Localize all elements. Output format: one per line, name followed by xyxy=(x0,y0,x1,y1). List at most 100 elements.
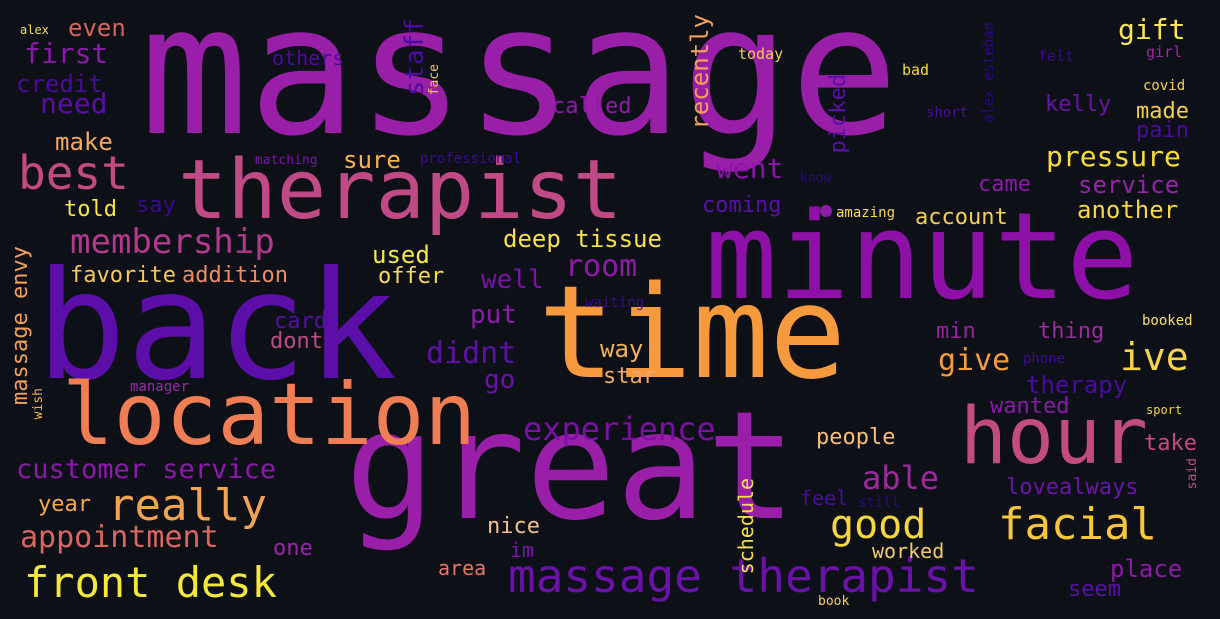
word-way: way xyxy=(600,335,644,363)
word-front-desk: front desk xyxy=(24,558,277,607)
word-massage-therapist: massage therapist xyxy=(508,549,979,603)
word-still: still xyxy=(858,495,901,511)
word-offer: offer xyxy=(378,264,445,289)
word-covid: covid xyxy=(1143,78,1186,94)
word-came: came xyxy=(978,172,1031,197)
word-sure: sure xyxy=(343,146,401,174)
word-place: place xyxy=(1110,555,1183,583)
dot-mark xyxy=(820,205,832,217)
word-felt: felt xyxy=(1038,47,1075,65)
word-deep-tissue: deep tissue xyxy=(503,225,662,253)
word-others: others xyxy=(272,46,345,70)
word-service: service xyxy=(1078,171,1180,199)
word-membership: membership xyxy=(70,222,275,262)
word-booked: booked xyxy=(1142,313,1193,329)
word-worked: worked xyxy=(872,539,945,563)
word-back: back xyxy=(36,240,398,414)
word-face: face xyxy=(427,64,442,96)
word-used: used xyxy=(372,241,430,269)
word-account: account xyxy=(915,205,1008,230)
word-time: time xyxy=(538,259,847,408)
word-area: area xyxy=(438,556,487,580)
word-go: go xyxy=(484,365,516,395)
word-nice: nice xyxy=(487,514,540,539)
word-year: year xyxy=(38,492,91,517)
word-good: good xyxy=(830,502,927,548)
word-kelly: kelly xyxy=(1045,92,1112,117)
word-professional: professional xyxy=(420,151,522,167)
word-location: location xyxy=(62,365,477,465)
word-wanted: wanted xyxy=(990,394,1070,419)
word-massage-envy: massage envy xyxy=(8,246,33,405)
word-phone: phone xyxy=(1023,351,1066,367)
word-even: even xyxy=(68,14,126,42)
word-staff: staff xyxy=(400,18,430,97)
word-credit: credit xyxy=(16,70,103,98)
word-waiting: waiting xyxy=(585,295,645,311)
word-wish: wish xyxy=(31,388,46,420)
word-recently: recently xyxy=(686,14,714,130)
word-lovealways: lovealways xyxy=(1006,475,1139,500)
word-schedule: schedule xyxy=(734,478,758,575)
word-gift: gift xyxy=(1118,13,1186,46)
word-people: people xyxy=(816,425,896,450)
word-put: put xyxy=(470,300,517,330)
word-able: able xyxy=(862,459,940,497)
word-therapist: therapist xyxy=(178,143,623,238)
word-told: told xyxy=(64,197,117,222)
word-min: min xyxy=(936,319,976,344)
word-sport: sport xyxy=(1146,403,1183,417)
word-first: first xyxy=(24,37,109,70)
word-give: give xyxy=(938,343,1011,378)
word-take: take xyxy=(1144,431,1197,456)
word-manager: manager xyxy=(130,379,190,395)
word-didnt: didnt xyxy=(426,336,517,371)
word-picked: picked xyxy=(826,74,851,154)
word-feel: feel xyxy=(800,486,849,510)
word-minute: minute xyxy=(705,188,1139,327)
word-facial: facial xyxy=(998,499,1157,550)
word-amazing: amazing xyxy=(836,205,896,221)
word-need: need xyxy=(40,87,108,120)
word-girl: girl xyxy=(1146,43,1183,61)
word-went: went xyxy=(716,152,784,185)
word-one: one xyxy=(273,536,313,561)
word-best: best xyxy=(18,146,129,200)
word-addition: addition xyxy=(182,263,288,288)
word-alex: alex xyxy=(20,23,49,37)
word-made: made xyxy=(1136,99,1189,124)
word-say: say xyxy=(136,193,176,218)
word-really: really xyxy=(108,480,267,531)
word-another: another xyxy=(1077,196,1179,224)
word-dont: dont xyxy=(270,329,323,354)
word-appointment: appointment xyxy=(20,520,219,555)
word-today: today xyxy=(738,45,784,63)
word-matching: matching xyxy=(255,153,318,168)
word-card: card xyxy=(274,309,327,334)
word-said: said xyxy=(1185,458,1200,490)
word-well: well xyxy=(481,265,544,295)
word-pressure: pressure xyxy=(1046,140,1181,173)
word-book: book xyxy=(818,594,850,609)
word-called: called xyxy=(552,94,632,119)
word-thing: thing xyxy=(1038,319,1105,344)
word-make: make xyxy=(55,128,113,156)
word-im: im xyxy=(510,538,535,562)
word-short: short xyxy=(926,105,969,121)
word-favorite: favorite xyxy=(70,263,176,288)
word-star: star xyxy=(603,364,656,389)
word-seem: seem xyxy=(1068,577,1121,602)
word-know: know xyxy=(800,171,832,186)
word-therapy: therapy xyxy=(1026,371,1128,399)
word-coming: coming xyxy=(702,193,782,218)
word-bad: bad xyxy=(902,61,930,79)
word-great: great xyxy=(345,380,797,554)
word-customer-service: customer service xyxy=(16,454,277,485)
word-massage: massage xyxy=(140,0,899,176)
word-room: room xyxy=(565,249,638,284)
word-pain: pain xyxy=(1136,118,1189,143)
word-ive: ive xyxy=(1120,335,1189,379)
word-hour: hour xyxy=(960,392,1148,482)
word-experience: experience xyxy=(523,410,716,448)
